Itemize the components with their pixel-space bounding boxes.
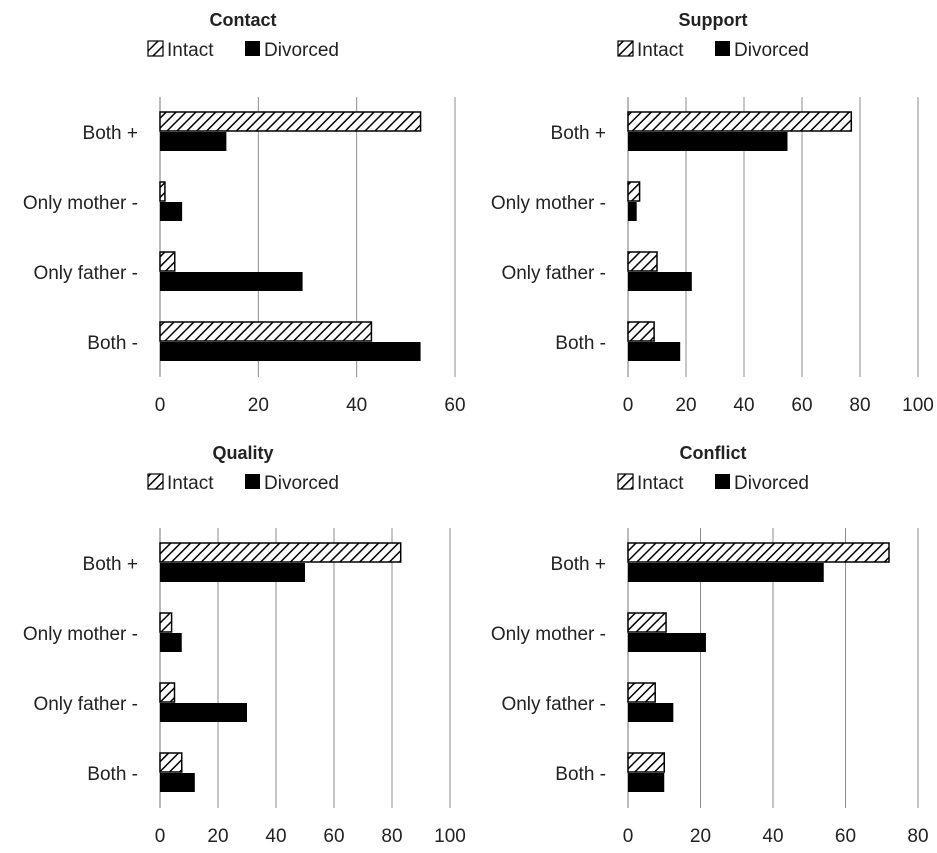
chart-title: Contact (210, 10, 277, 30)
x-tick-label: 40 (762, 826, 783, 847)
x-tick-label: 0 (623, 826, 634, 847)
bar-intact (159, 321, 373, 342)
x-tick-label: 0 (155, 395, 166, 416)
x-tick-label: 40 (346, 395, 367, 416)
bar-intact (627, 682, 656, 703)
bar-divorced (628, 563, 824, 582)
bar-divorced (628, 342, 681, 361)
legend-swatch-intact (147, 473, 164, 490)
legend-swatch-divorced (245, 41, 260, 56)
x-tick-label: 100 (902, 395, 934, 416)
bar-divorced (628, 132, 788, 151)
bar-intact (627, 181, 641, 202)
bar-intact (159, 181, 166, 202)
category-label: Both - (555, 333, 606, 354)
legend-swatch-intact (617, 473, 634, 490)
legend: Intact Divorced (147, 40, 339, 61)
x-tick-label: 20 (248, 395, 269, 416)
x-tick-label: 20 (207, 826, 228, 847)
legend-label-divorced: Divorced (734, 40, 809, 61)
category-label: Only father - (501, 263, 606, 284)
bar-divorced (160, 272, 303, 291)
legend-label-intact: Intact (167, 473, 214, 494)
bar-intact (159, 111, 422, 132)
legend-swatch-intact (617, 40, 634, 57)
category-label: Only father - (33, 694, 138, 715)
bar-divorced (160, 773, 195, 792)
bar-intact (159, 612, 173, 633)
bar-intact (627, 111, 853, 132)
chart-panel-conflict: Conflict Intact Divorced 0 20 40 60 80 Both + Onl… (491, 443, 929, 847)
category-label: Only mother - (491, 193, 606, 214)
bar-divorced (628, 633, 706, 652)
category-label: Only father - (33, 263, 138, 284)
bar-divorced (628, 773, 665, 792)
category-label: Only mother - (23, 193, 138, 214)
category-label: Both - (555, 764, 606, 785)
bar-intact (627, 251, 658, 272)
bar-intact (159, 251, 176, 272)
bar-intact (627, 752, 665, 773)
x-tick-label: 40 (265, 826, 286, 847)
legend-label-intact: Intact (167, 40, 214, 61)
bar-divorced (628, 202, 637, 221)
x-tick-label: 0 (155, 826, 166, 847)
category-label: Both + (551, 554, 606, 575)
chart-panel-support: Support Intact Divorced 0 20 40 60 80 100 Both + O… (491, 10, 934, 416)
chart-title: Support (679, 10, 748, 30)
bar-intact (627, 612, 667, 633)
x-tick-label: 80 (907, 826, 928, 847)
legend-swatch-divorced (715, 474, 730, 489)
bar-divorced (160, 633, 182, 652)
category-label: Both + (83, 123, 138, 144)
category-label: Both - (87, 333, 138, 354)
legend-label-divorced: Divorced (264, 473, 339, 494)
x-tick-label: 100 (434, 826, 466, 847)
bar-divorced (160, 703, 247, 722)
x-tick-label: 20 (675, 395, 696, 416)
x-tick-label: 60 (444, 395, 465, 416)
legend-label-divorced: Divorced (264, 40, 339, 61)
x-tick-label: 60 (835, 826, 856, 847)
legend: Intact Divorced (617, 473, 809, 494)
bar-divorced (160, 202, 183, 221)
bar-intact (627, 321, 655, 342)
chart-panel-contact: Contact Intact Divorced 0 20 40 60 Both + Only m… (23, 10, 466, 416)
x-tick-label: 80 (849, 395, 870, 416)
bar-divorced (628, 703, 674, 722)
chart-title: Conflict (680, 443, 747, 463)
bar-intact (159, 682, 176, 703)
legend-swatch-divorced (245, 474, 260, 489)
legend-label-divorced: Divorced (734, 473, 809, 494)
x-tick-label: 60 (791, 395, 812, 416)
legend-swatch-intact (147, 40, 164, 57)
x-tick-label: 80 (381, 826, 402, 847)
legend: Intact Divorced (147, 473, 339, 494)
category-label: Both + (551, 123, 606, 144)
legend-swatch-divorced (715, 41, 730, 56)
category-label: Both + (83, 554, 138, 575)
bar-divorced (160, 132, 227, 151)
bar-divorced (160, 563, 305, 582)
bar-intact (627, 542, 890, 563)
chart-panel-quality: Quality Intact Divorced 0 20 40 60 80 100 Both + O… (23, 443, 466, 847)
bar-divorced (160, 342, 421, 361)
x-tick-label: 20 (690, 826, 711, 847)
category-label: Only father - (501, 694, 606, 715)
bar-intact (159, 542, 402, 563)
x-tick-label: 0 (623, 395, 634, 416)
bar-divorced (628, 272, 692, 291)
category-label: Only mother - (491, 624, 606, 645)
category-label: Both - (87, 764, 138, 785)
x-tick-label: 60 (323, 826, 344, 847)
legend: Intact Divorced (617, 40, 809, 61)
category-label: Only mother - (23, 624, 138, 645)
legend-label-intact: Intact (637, 40, 684, 61)
bar-intact (159, 752, 183, 773)
x-tick-label: 40 (733, 395, 754, 416)
chart-title: Quality (212, 443, 273, 463)
legend-label-intact: Intact (637, 473, 684, 494)
